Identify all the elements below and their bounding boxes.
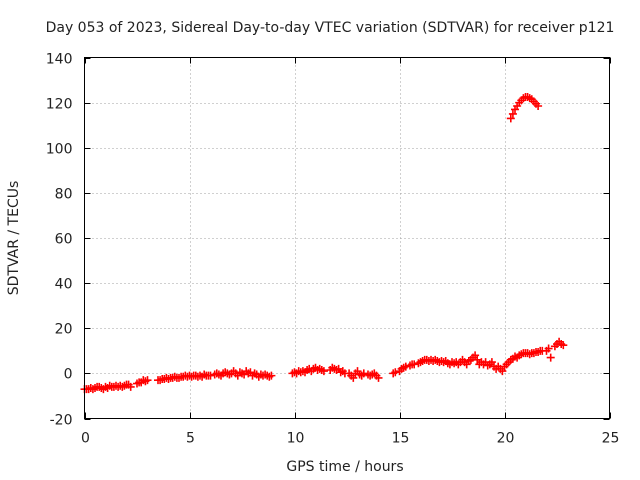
data-point [487,358,496,367]
plot-frame [84,57,610,419]
y-tick-label: 40 [55,277,73,293]
data-point [391,368,400,377]
data-point [471,351,480,360]
data-point [267,371,276,380]
data-point [319,367,328,376]
data-point [206,371,215,380]
data-marks [80,92,568,394]
data-point [126,382,135,391]
x-tick-label: 10 [287,431,305,447]
y-tick-label: -20 [50,413,73,429]
y-tick-label: 120 [46,97,73,113]
grid-lines [84,57,610,419]
data-point [359,369,368,378]
chart-title: Day 053 of 2023, Sidereal Day-to-day VTE… [46,20,615,36]
data-point [546,353,555,362]
data-point [534,102,543,111]
x-tick-label: 5 [186,431,195,447]
data-point [349,373,358,382]
data-point [559,341,568,350]
data-point [410,360,419,369]
x-tick-label: 20 [497,431,515,447]
y-axis-label: SDTVAR / TECUs [6,181,22,296]
y-tick-label: 100 [46,142,73,158]
x-tick-label: 25 [602,431,620,447]
y-tick-label: 60 [55,232,73,248]
data-point [374,373,383,382]
axis-ticks [84,57,611,420]
data-point [401,362,410,371]
data-point [544,344,553,353]
x-tick-label: 15 [392,431,410,447]
data-point [143,376,152,385]
data-point [498,367,507,376]
x-axis-label: GPS time / hours [286,459,403,475]
y-tick-label: 140 [46,52,73,68]
y-tick-label: 0 [64,367,73,383]
tick-labels: 0 5 10 15 20 25 -20 0 20 40 60 80 100 120 140 [46,52,620,447]
data-point [508,109,517,118]
y-tick-label: 20 [55,322,73,338]
data-point [473,355,482,364]
x-tick-label: 0 [81,431,90,447]
y-tick-label: 80 [55,187,73,203]
data-point [506,114,515,123]
